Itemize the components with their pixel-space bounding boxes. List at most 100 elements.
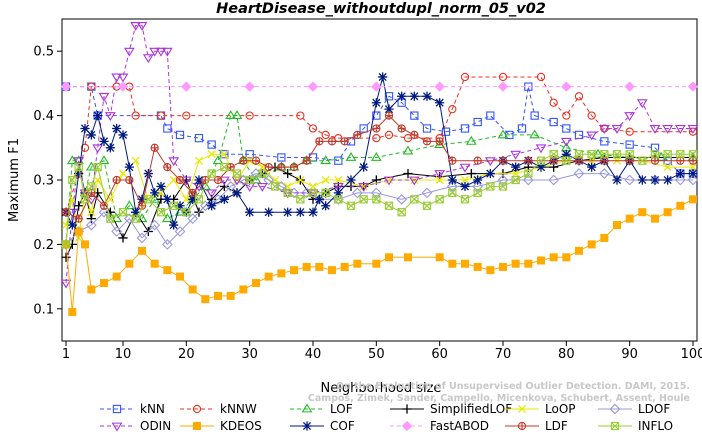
data-point	[251, 279, 260, 288]
data-point	[472, 181, 484, 192]
legend-label: kNN	[140, 402, 165, 416]
x-tick-label: 80	[558, 347, 575, 362]
data-point	[321, 130, 330, 140]
legend-marker	[301, 403, 313, 413]
data-point	[100, 279, 109, 288]
data-point	[510, 150, 522, 160]
data-point	[168, 157, 180, 167]
data-point	[359, 124, 368, 133]
data-point	[397, 91, 407, 101]
data-point	[239, 285, 248, 294]
data-point	[397, 208, 406, 217]
data-point	[370, 151, 382, 161]
data-point	[687, 174, 699, 186]
data-point	[675, 168, 685, 179]
data-point	[402, 145, 414, 155]
legend-item-odin: ODIN	[100, 419, 171, 433]
data-point	[86, 214, 96, 224]
data-point	[68, 175, 77, 185]
data-point	[598, 125, 610, 134]
data-point	[384, 130, 394, 140]
data-point	[68, 308, 77, 317]
data-point	[353, 259, 362, 268]
data-point	[498, 72, 508, 82]
data-point	[112, 272, 121, 281]
data-point	[175, 175, 185, 185]
data-point	[378, 72, 388, 82]
data-point	[66, 208, 78, 218]
data-point	[67, 220, 77, 230]
data-point	[372, 195, 381, 204]
data-point	[302, 262, 311, 271]
data-point	[219, 194, 229, 204]
data-point	[142, 54, 154, 64]
data-point	[74, 227, 83, 236]
data-point	[498, 182, 508, 191]
data-point	[188, 188, 197, 198]
data-point	[289, 162, 299, 172]
data-point	[131, 207, 141, 217]
data-point	[486, 182, 495, 191]
legend-marker	[610, 421, 620, 431]
data-point	[524, 156, 533, 165]
data-point	[296, 111, 305, 120]
legend-label: SimplifiedLOF	[430, 402, 512, 416]
data-point	[307, 81, 319, 92]
legend-item-fastabod: FastABOD	[390, 419, 489, 433]
data-point	[212, 155, 224, 165]
data-point	[207, 201, 217, 211]
series-line-ldof	[65, 173, 693, 246]
data-point	[435, 195, 444, 204]
data-point	[334, 156, 343, 165]
data-point	[663, 163, 672, 172]
legend-label: LDF	[545, 419, 568, 433]
data-point	[123, 47, 135, 57]
data-point	[187, 213, 199, 225]
legend-marker	[517, 404, 527, 414]
data-point	[74, 201, 84, 211]
data-point	[688, 168, 698, 179]
legend-marker	[517, 421, 527, 431]
data-point	[308, 124, 318, 133]
data-point	[207, 140, 216, 149]
data-point	[239, 156, 248, 165]
data-point	[511, 259, 520, 268]
data-point	[295, 207, 305, 217]
data-point	[351, 187, 363, 199]
data-point	[296, 175, 305, 185]
data-point	[535, 144, 547, 154]
data-point	[497, 174, 509, 186]
data-point	[473, 175, 483, 185]
data-point	[353, 130, 362, 140]
data-point	[422, 137, 432, 146]
data-point	[676, 150, 685, 159]
legend-marker	[111, 422, 123, 432]
data-point	[548, 174, 560, 186]
data-point	[460, 72, 470, 82]
data-point	[334, 195, 343, 204]
data-point	[207, 169, 216, 178]
data-point	[131, 111, 140, 120]
data-point	[270, 182, 280, 191]
data-point	[346, 201, 356, 210]
data-point	[511, 162, 521, 172]
data-point	[131, 214, 140, 223]
data-point	[125, 175, 134, 185]
data-point	[422, 201, 432, 210]
data-point	[93, 111, 103, 121]
data-point	[169, 201, 178, 210]
data-point	[194, 195, 204, 204]
data-point	[231, 110, 243, 120]
data-point	[277, 162, 286, 172]
x-tick-label: 40	[305, 347, 322, 362]
data-point	[611, 125, 623, 134]
data-point	[460, 181, 470, 192]
data-point	[384, 111, 394, 120]
data-point	[155, 47, 167, 57]
data-point	[174, 226, 186, 237]
series-cof	[61, 72, 698, 230]
data-point	[156, 208, 166, 217]
data-point	[194, 156, 204, 165]
data-point	[688, 163, 698, 172]
legend-marker	[192, 404, 202, 414]
